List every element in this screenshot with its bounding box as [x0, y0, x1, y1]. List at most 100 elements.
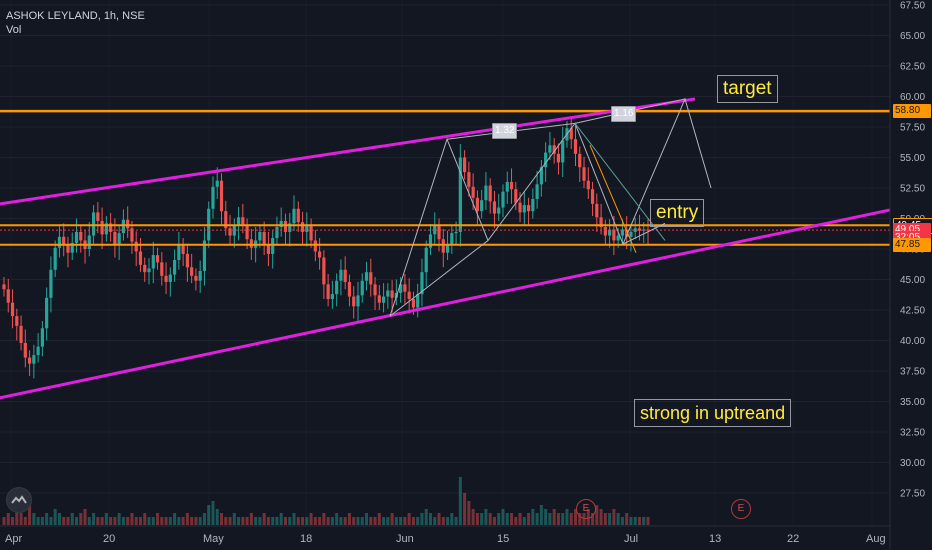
candle — [633, 228, 637, 232]
candle — [480, 200, 484, 212]
candle — [492, 201, 497, 214]
volume-bar — [109, 517, 113, 525]
candle — [544, 152, 548, 168]
volume-bar — [407, 513, 411, 525]
channel-lower-line — [0, 208, 891, 400]
candle — [147, 268, 151, 273]
y-tick-label: 67.50 — [900, 1, 925, 12]
volume-bar — [305, 517, 309, 525]
volume-bar — [531, 509, 535, 525]
annotation-entry[interactable]: entry — [650, 199, 705, 227]
y-tick-label: 32.50 — [900, 428, 925, 439]
volume-bar — [57, 513, 61, 525]
volume-bar — [87, 517, 91, 525]
candle — [313, 240, 317, 252]
trend-channel — [0, 97, 891, 400]
annotation-trend[interactable]: strong in uptreand — [634, 399, 792, 427]
candle — [164, 275, 168, 282]
volume-bar — [625, 513, 629, 525]
volume-bar — [40, 517, 44, 525]
candle — [134, 241, 138, 252]
candle — [318, 251, 322, 258]
volume-bar — [428, 513, 432, 525]
candle — [599, 217, 603, 228]
volume-bar — [113, 517, 117, 525]
candle — [322, 257, 326, 285]
volume-bar — [330, 517, 334, 525]
candle — [6, 289, 10, 303]
volume-bar — [19, 513, 23, 525]
volume-bar — [49, 517, 53, 525]
volume-bar — [283, 517, 287, 525]
candle — [215, 180, 219, 187]
candle — [497, 207, 501, 214]
candle — [637, 228, 642, 231]
volume-bar — [288, 517, 292, 525]
candle — [138, 251, 143, 265]
volume-bar — [313, 517, 317, 525]
earnings-event-icon[interactable]: E — [576, 499, 596, 519]
volume-bar — [32, 513, 36, 525]
candle — [416, 294, 420, 308]
y-tick-label: 30.00 — [900, 458, 925, 469]
volume-bar — [147, 517, 151, 525]
candle — [100, 220, 104, 235]
volume-bar — [258, 517, 262, 525]
candle — [172, 259, 177, 275]
volume-bar — [224, 517, 228, 525]
candle — [49, 269, 53, 298]
candle — [539, 167, 543, 185]
y-tick-label: 37.50 — [900, 367, 925, 378]
volume-bar — [117, 513, 121, 525]
candle — [296, 208, 300, 223]
volume-bar — [458, 477, 462, 525]
candle — [390, 290, 394, 298]
volume-bar — [185, 513, 189, 525]
candle — [467, 172, 471, 187]
volume-bar — [514, 517, 518, 525]
candle — [181, 245, 185, 254]
candle — [450, 233, 454, 245]
candle — [300, 222, 305, 232]
y-tick-label: 55.00 — [900, 153, 925, 164]
candle — [23, 342, 27, 358]
candle — [266, 245, 271, 254]
volume-bar — [292, 513, 296, 525]
volume-bar — [232, 513, 236, 525]
candle — [53, 247, 57, 270]
candle — [522, 205, 526, 213]
annotation-target[interactable]: target — [717, 75, 778, 103]
candle — [70, 242, 74, 253]
candle — [177, 245, 181, 260]
volume-bar — [92, 513, 96, 525]
candle — [407, 291, 411, 300]
volume-bar — [207, 505, 211, 525]
volume-bar — [271, 517, 275, 525]
volume-bar — [608, 513, 612, 525]
candle — [561, 140, 565, 163]
price-axis-label: 58.80 — [893, 104, 931, 119]
candle — [168, 274, 172, 282]
candle — [57, 236, 62, 248]
candle — [160, 262, 164, 276]
volume-bar — [599, 509, 603, 525]
y-tick-label: 57.50 — [900, 123, 925, 134]
y-tick-label: 42.50 — [900, 306, 925, 317]
candle — [232, 225, 236, 236]
earnings-event-icon[interactable]: E — [731, 499, 751, 519]
volume-bar — [79, 513, 83, 525]
channel-upper-line — [0, 97, 696, 206]
candle — [202, 240, 207, 271]
x-tick-label: May — [203, 533, 224, 545]
tradingview-logo-icon — [6, 487, 32, 513]
candle — [62, 236, 66, 245]
volume-bar — [386, 517, 390, 525]
volume-bar — [215, 509, 219, 525]
candle — [458, 157, 462, 232]
candle — [526, 205, 531, 212]
candle — [518, 202, 522, 213]
volume-bar — [420, 513, 424, 525]
volume-bar — [237, 517, 241, 525]
volume-bar — [262, 513, 266, 525]
